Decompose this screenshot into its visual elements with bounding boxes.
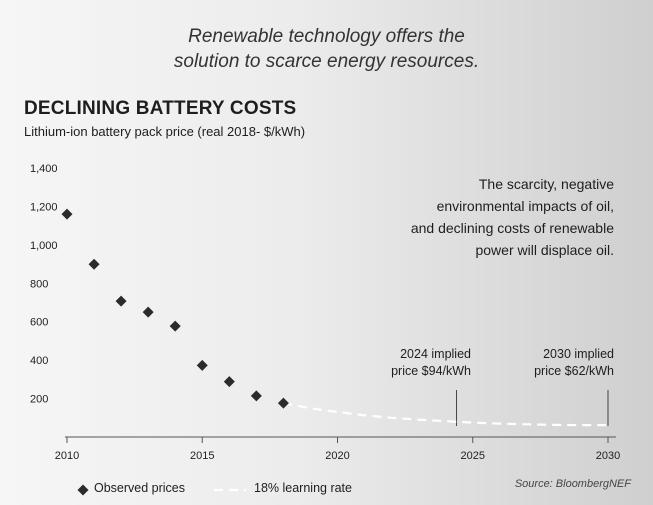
x-tick-label-2015: 2015 bbox=[190, 450, 214, 462]
annotation-2024-line-1: 2024 implied bbox=[400, 347, 471, 361]
x-tick-label-2030: 2030 bbox=[596, 450, 620, 462]
note-line-2: environmental impacts of oil, bbox=[436, 198, 614, 214]
x-tick-label-2020: 2020 bbox=[325, 450, 349, 462]
observed-price-point-2016 bbox=[223, 376, 235, 388]
legend-observed-label: Observed prices bbox=[94, 481, 186, 495]
headline-line-2: solution to scarce energy resources. bbox=[173, 51, 480, 72]
annotation-2030-line-2: price $62/kWh bbox=[534, 364, 614, 378]
legend-observed-symbol bbox=[77, 484, 89, 496]
observed-price-point-2017 bbox=[250, 390, 262, 402]
annotation-2030: 2030 implied price $62/kWh bbox=[534, 346, 614, 380]
y-tick-label-200: 200 bbox=[30, 394, 48, 406]
headline-line-1: Renewable technology offers the bbox=[188, 26, 465, 47]
x-tick-label-2025: 2025 bbox=[461, 450, 485, 462]
annotation-2024: 2024 implied price $94/kWh bbox=[391, 346, 471, 380]
y-tick-label-1200: 1,200 bbox=[30, 201, 58, 213]
observed-price-point-2010 bbox=[61, 208, 73, 220]
chart-subtitle: Lithium-ion battery pack price (real 201… bbox=[24, 124, 306, 139]
chart-title: DECLINING BATTERY COSTS bbox=[24, 98, 297, 119]
learning-rate-curve bbox=[283, 402, 608, 427]
y-tick-label-1400: 1,400 bbox=[30, 163, 58, 175]
annotation-2030-line-1: 2030 implied bbox=[543, 347, 614, 361]
source-note: Source: BloombergNEF bbox=[514, 478, 631, 490]
observed-price-point-2011 bbox=[88, 258, 100, 270]
y-tick-label-400: 400 bbox=[30, 355, 48, 367]
y-tick-label-600: 600 bbox=[30, 317, 48, 329]
headline: Renewable technology offers the solution… bbox=[0, 24, 653, 74]
note-line-1: The scarcity, negative bbox=[478, 176, 614, 192]
observed-price-point-2015 bbox=[196, 359, 208, 371]
chart-note: The scarcity, negative environmental imp… bbox=[314, 173, 614, 261]
note-line-4: power will displace oil. bbox=[475, 242, 614, 258]
y-tick-label-1000: 1,000 bbox=[30, 240, 58, 252]
y-tick-label-800: 800 bbox=[30, 278, 48, 290]
note-line-3: and declining costs of renewable bbox=[410, 220, 614, 236]
observed-price-point-2018 bbox=[277, 397, 289, 409]
annotation-2024-line-2: price $94/kWh bbox=[391, 364, 471, 378]
observed-price-point-2013 bbox=[142, 306, 154, 318]
observed-price-point-2012 bbox=[115, 295, 127, 307]
observed-price-point-2014 bbox=[169, 320, 181, 332]
legend-learning-label: 18% learning rate bbox=[254, 481, 352, 495]
x-tick-label-2010: 2010 bbox=[55, 450, 79, 462]
